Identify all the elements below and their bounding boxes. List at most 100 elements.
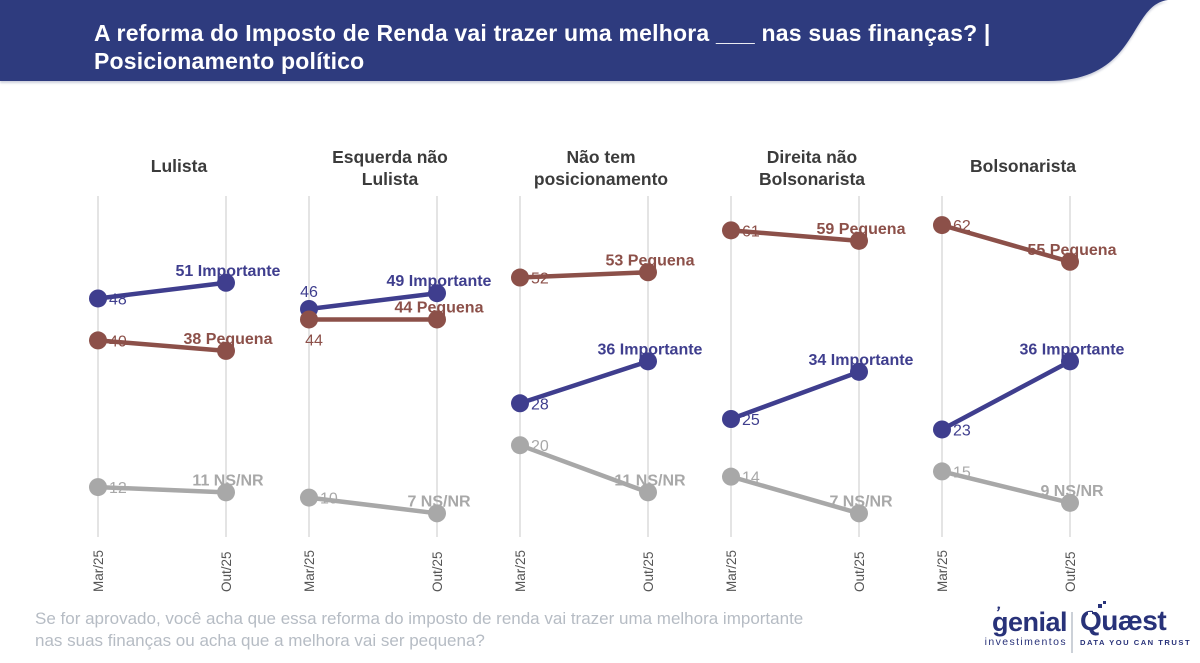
data-point: [428, 284, 446, 303]
survey-question-line1: Se for aprovado, você acha que essa refo…: [35, 609, 804, 628]
end-value-label: 11 NS/NR: [614, 472, 686, 489]
header-banner-shape: [0, 0, 1168, 81]
data-point: [722, 221, 740, 240]
data-point: [300, 488, 318, 507]
data-point: [89, 289, 107, 308]
start-value-label: 44: [305, 332, 323, 349]
data-point: [428, 504, 446, 523]
x-tick-label: Mar/25: [935, 550, 950, 592]
data-point: [511, 394, 529, 413]
data-point: [1061, 493, 1079, 512]
data-point: [1061, 352, 1079, 371]
end-value-label: 9 NS/NR: [1040, 483, 1104, 500]
series-line-nsnr: [517, 442, 651, 495]
series-line-nsnr: [95, 484, 229, 495]
data-point: [639, 263, 657, 282]
x-tick-label: Mar/25: [724, 550, 739, 592]
end-value-label: 7 NS/NR: [407, 493, 471, 510]
end-value-label: 38 Pequena: [184, 331, 273, 348]
data-point: [722, 410, 740, 428]
data-point: [722, 467, 740, 486]
end-value-label: 44 Pequena: [395, 299, 484, 316]
end-value-label: 49 Importante: [387, 273, 492, 290]
x-tick-label: Out/25: [219, 551, 234, 592]
x-tick-label: Out/25: [852, 551, 867, 592]
data-point: [933, 420, 951, 439]
data-point: [217, 341, 235, 360]
panel-title: Não tem: [566, 147, 635, 167]
x-tick-label: Mar/25: [513, 550, 528, 592]
end-value-label: 11 NS/NR: [192, 472, 264, 489]
x-tick-label: Out/25: [641, 551, 656, 592]
data-point: [217, 483, 235, 502]
panel-title: Lulista: [362, 169, 419, 189]
page-title-line1: A reforma do Imposto de Renda vai trazer…: [94, 20, 991, 46]
quaest-tagline: DATA YOU CAN TRUST: [1080, 638, 1192, 647]
genial-logo: genial ’ investimentos: [975, 603, 1068, 648]
data-point: [511, 436, 529, 455]
panel-title: Direita não: [767, 147, 857, 167]
series-line-importante: [95, 280, 229, 301]
genial-wordmark-text: genial: [991, 607, 1068, 637]
data-point: [428, 310, 446, 329]
series-line-nsnr: [728, 474, 862, 516]
panel-title: Lulista: [151, 156, 208, 176]
end-value-label: 36 Importante: [1020, 341, 1125, 358]
genial-wordmark: genial ’: [975, 603, 1068, 637]
series-line-pequena: [517, 270, 651, 280]
data-point: [850, 231, 868, 250]
data-point: [89, 331, 107, 350]
data-point: [639, 483, 657, 502]
data-point: [850, 362, 868, 381]
series-line-importante: [939, 359, 1073, 432]
page-title-line2: Posicionamento político: [94, 48, 365, 74]
panel-title: Esquerda não: [332, 147, 448, 167]
series-line-importante: [728, 369, 862, 422]
x-tick-label: Mar/25: [302, 550, 317, 592]
logo-divider: [1071, 612, 1073, 653]
end-value-label: 59 Pequena: [817, 221, 906, 238]
end-value-label: 51 Importante: [176, 263, 281, 280]
start-value-label: 46: [300, 284, 318, 301]
series-line-nsnr: [306, 495, 440, 516]
end-value-label: 34 Importante: [809, 352, 914, 369]
panel-title: posicionamento: [534, 169, 668, 189]
data-point: [933, 216, 951, 235]
start-value-label: 23: [953, 422, 971, 439]
end-value-label: 55 Pequena: [1028, 242, 1117, 259]
panel-title: Bolsonarista: [970, 156, 1076, 176]
page-title: A reforma do Imposto de Renda vai trazer…: [94, 19, 1094, 75]
data-point: [511, 268, 529, 287]
genial-subtitle: investimentos: [984, 636, 1067, 648]
data-point: [300, 310, 318, 329]
series-line-nsnr: [939, 469, 1073, 506]
x-tick-label: Out/25: [430, 551, 445, 592]
series-line-pequena: [728, 228, 862, 244]
header-banner: [0, 0, 1168, 81]
series-line-pequena: [939, 222, 1073, 265]
quaest-wordmark: Quæst: [1080, 601, 1200, 635]
data-point: [217, 273, 235, 292]
data-point: [850, 504, 868, 523]
survey-question-line2: nas suas finanças ou acha que a melhora …: [35, 631, 485, 650]
end-value-label: 53 Pequena: [606, 252, 695, 269]
x-tick-label: Out/25: [1063, 551, 1078, 592]
data-point: [639, 352, 657, 371]
end-value-label: 36 Importante: [598, 341, 703, 358]
series-line-importante: [517, 359, 651, 406]
panel-title: Bolsonarista: [759, 169, 865, 189]
x-tick-label: Mar/25: [91, 550, 106, 592]
series-line-pequena: [95, 338, 229, 354]
data-point: [933, 462, 951, 481]
quaest-logo: Quæst DATA YOU CAN TRUST: [1080, 601, 1200, 647]
start-value-label: 25: [742, 412, 760, 429]
series-line-importante: [306, 290, 440, 312]
end-value-label: 7 NS/NR: [829, 493, 893, 510]
